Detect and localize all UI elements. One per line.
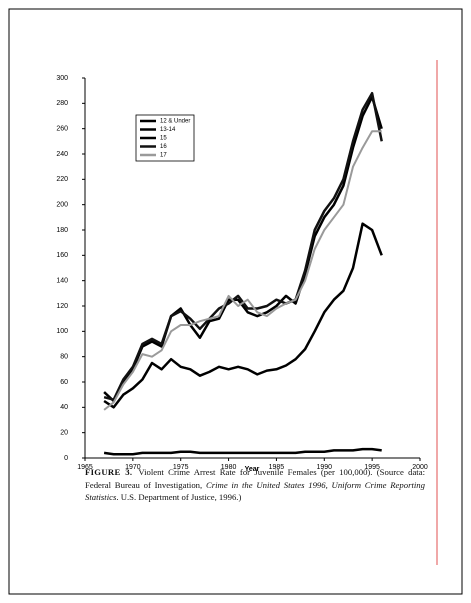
data-line [103, 447, 382, 456]
y-tick-label: 260 [56, 126, 68, 133]
y-tick-label: 80 [60, 354, 68, 361]
legend-label: 17 [160, 153, 167, 159]
data-line [103, 130, 382, 411]
caption: FIGURE 3. Violent Crime Arrest Rate for J… [85, 466, 425, 504]
x-tick-label: 2000 [412, 464, 428, 471]
legend-label: 16 [160, 144, 167, 150]
y-tick-label: 100 [56, 328, 68, 335]
x-tick-label: 1985 [269, 464, 285, 471]
y-tick-label: 120 [56, 303, 68, 310]
caption-label: FIGURE 3. [85, 467, 133, 477]
y-tick-label: 220 [56, 176, 68, 183]
y-tick-label: 140 [56, 278, 68, 285]
y-tick-label: 60 [60, 379, 68, 386]
legend-label: 15 [160, 136, 167, 142]
y-tick-label: 160 [56, 252, 68, 259]
legend-label: 12 & Under [160, 119, 190, 125]
y-tick-label: 200 [56, 202, 68, 209]
y-tick-label: 300 [56, 75, 68, 82]
caption-text: . U.S. Department of Justice, 1996.) [116, 492, 242, 502]
y-tick-label: 180 [56, 227, 68, 234]
legend-label: 13-14 [160, 127, 176, 133]
y-tick-label: 20 [60, 430, 68, 437]
x-tick-label: 1965 [77, 464, 93, 471]
data-line [103, 222, 383, 409]
x-tick-label: 1980 [221, 464, 237, 471]
page-frame [8, 8, 463, 595]
y-tick-label: 240 [56, 151, 68, 158]
x-tick-label: 1995 [364, 464, 380, 471]
caption-text: Violent Crime Arrest Rate for Juvenile F… [85, 467, 425, 490]
x-tick-label: 1975 [173, 464, 189, 471]
y-tick-label: 0 [64, 455, 68, 462]
x-tick-label: 1990 [316, 464, 332, 471]
x-axis-label: Year [245, 466, 260, 473]
data-line [103, 95, 383, 403]
caption-source: Crime in the United States 1996, Uniform… [85, 479, 425, 503]
y-tick-label: 280 [56, 100, 68, 107]
y-tick-label: 40 [60, 404, 68, 411]
x-tick-label: 1970 [125, 464, 141, 471]
